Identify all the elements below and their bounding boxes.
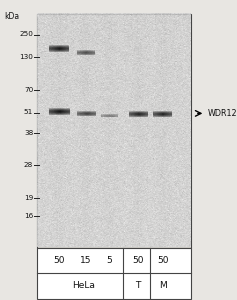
Text: kDa: kDa <box>4 12 19 21</box>
Text: 50: 50 <box>157 256 169 265</box>
Text: 50: 50 <box>132 256 144 265</box>
Bar <box>37 14 191 247</box>
Text: M: M <box>159 281 167 290</box>
Bar <box>37 248 191 298</box>
Text: WDR12: WDR12 <box>207 109 237 118</box>
Text: 15: 15 <box>80 256 92 265</box>
Text: 28: 28 <box>24 162 33 168</box>
Text: 130: 130 <box>19 54 33 60</box>
Text: HeLa: HeLa <box>73 281 96 290</box>
Text: 5: 5 <box>106 256 112 265</box>
Text: 38: 38 <box>24 130 33 136</box>
Text: 19: 19 <box>24 195 33 201</box>
Text: T: T <box>135 281 141 290</box>
Text: 16: 16 <box>24 213 33 219</box>
Text: 50: 50 <box>53 256 65 265</box>
Text: 250: 250 <box>19 32 33 38</box>
Text: 70: 70 <box>24 87 33 93</box>
Text: 51: 51 <box>24 110 33 116</box>
